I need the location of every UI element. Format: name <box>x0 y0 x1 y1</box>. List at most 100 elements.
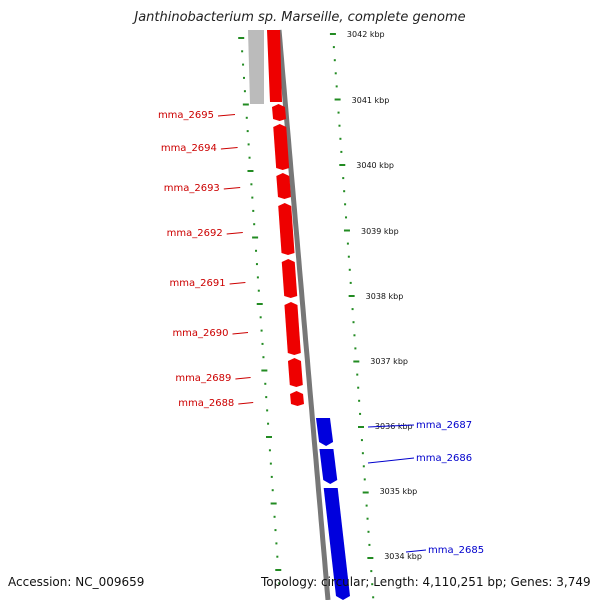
tick-dot <box>351 308 354 311</box>
gene-arrow <box>287 358 303 387</box>
label-leader <box>405 549 427 553</box>
genome-title: Janthinobacterium sp. Marseille, complet… <box>134 10 466 25</box>
tick-dot <box>357 386 360 389</box>
tick-dot <box>356 373 359 376</box>
tick-dot <box>243 90 246 93</box>
tick-dot <box>267 422 270 425</box>
tick-dot <box>353 334 356 337</box>
tick-dot <box>365 504 368 507</box>
tick-dot <box>337 111 340 114</box>
tick-dot <box>362 465 365 468</box>
gene-label: mma_2687 <box>416 420 472 431</box>
tick-dot <box>255 249 258 252</box>
tick-mark <box>362 491 369 494</box>
tick-dot <box>241 50 244 53</box>
tick-dot <box>273 515 276 518</box>
gene-label: mma_2694 <box>161 143 217 154</box>
tick-dot <box>366 517 369 520</box>
gene-label: mma_2692 <box>167 228 223 239</box>
scale-label: 3041 kbp <box>352 96 390 105</box>
label-leader <box>229 282 246 285</box>
label-leader <box>217 114 236 117</box>
scale-label: 3034 kbp <box>384 552 422 561</box>
scale-label: 3036 kbp <box>375 422 413 431</box>
tick-dot <box>372 596 375 599</box>
tick-dot <box>342 177 345 180</box>
scale-label: 3035 kbp <box>380 487 418 496</box>
gene-label: mma_2686 <box>416 453 472 464</box>
tick-dot <box>265 396 268 399</box>
tick-dot <box>275 542 278 545</box>
gene-arrow <box>323 488 350 600</box>
grey-gene-segment <box>248 30 264 104</box>
tick-mark <box>367 557 374 559</box>
inner-tick-ring <box>238 37 282 585</box>
gene-label: mma_2691 <box>170 278 226 289</box>
tick-mark <box>252 236 259 239</box>
tick-dot <box>268 449 271 452</box>
gene-arrow <box>278 203 295 255</box>
tick-mark <box>242 103 249 106</box>
tick-dot <box>247 143 250 146</box>
tick-mark <box>247 170 254 172</box>
tick-dot <box>255 263 258 266</box>
tick-dot <box>358 399 361 402</box>
tick-dot <box>333 59 336 62</box>
label-leader <box>367 457 415 464</box>
backbone-line <box>276 29 331 600</box>
tick-dot <box>259 316 262 319</box>
tick-dot <box>360 439 363 442</box>
tick-dot <box>250 183 253 186</box>
gene-label: mma_2685 <box>428 545 484 556</box>
gene-arrow <box>272 104 287 121</box>
gene-arrow <box>267 30 282 102</box>
gene-arrow <box>281 259 298 298</box>
tick-dot <box>248 156 251 159</box>
tick-dot <box>345 216 348 219</box>
gene-arrow <box>316 418 334 446</box>
tick-mark <box>353 360 360 363</box>
gene-label: mma_2693 <box>164 183 220 194</box>
scale-label: 3038 kbp <box>366 292 404 301</box>
scale-label: 3037 kbp <box>370 357 408 366</box>
tick-dot <box>264 382 267 385</box>
tick-mark <box>256 303 263 305</box>
tick-dot <box>257 289 260 292</box>
tick-mark <box>270 502 277 505</box>
gene-label: mma_2695 <box>158 110 214 121</box>
gene-arrow <box>284 302 301 355</box>
tick-dot <box>334 72 337 75</box>
gene-arrow <box>319 449 338 484</box>
tick-dot <box>245 116 248 119</box>
tick-mark <box>275 569 282 571</box>
tick-dot <box>335 85 338 88</box>
scale-label: 3042 kbp <box>347 30 385 39</box>
tick-dot <box>352 321 355 324</box>
tick-dot <box>261 342 264 345</box>
tick-dot <box>242 63 245 66</box>
tick-mark <box>261 369 268 372</box>
tick-dot <box>343 190 346 193</box>
accession-text: Accession: NC_009659 <box>8 575 145 589</box>
tick-mark <box>265 436 272 438</box>
tick-mark <box>348 295 355 297</box>
tick-dot <box>367 530 370 533</box>
scale-ticks: 3042 kbp 3041 kbp 3040 kbp 3039 kbp 3038 kbp… <box>347 30 422 561</box>
scale-label: 3040 kbp <box>356 161 394 170</box>
tick-dot <box>354 347 357 350</box>
reverse-strand-genes <box>316 418 350 600</box>
tick-dot <box>270 475 273 478</box>
tick-dot <box>262 356 265 359</box>
label-leader <box>367 424 415 428</box>
forward-strand-genes <box>267 30 304 406</box>
tick-dot <box>371 583 374 586</box>
tick-mark <box>238 37 245 39</box>
gene-labels: mma_2695 mma_2694 mma_2693 mma_2692 mma_2691… <box>158 110 484 556</box>
tick-dot <box>246 130 249 133</box>
tick-dot <box>346 242 349 245</box>
tick-dot <box>274 529 277 532</box>
label-leader <box>232 332 249 335</box>
tick-dot <box>359 412 362 415</box>
genome-backbone <box>276 29 331 600</box>
